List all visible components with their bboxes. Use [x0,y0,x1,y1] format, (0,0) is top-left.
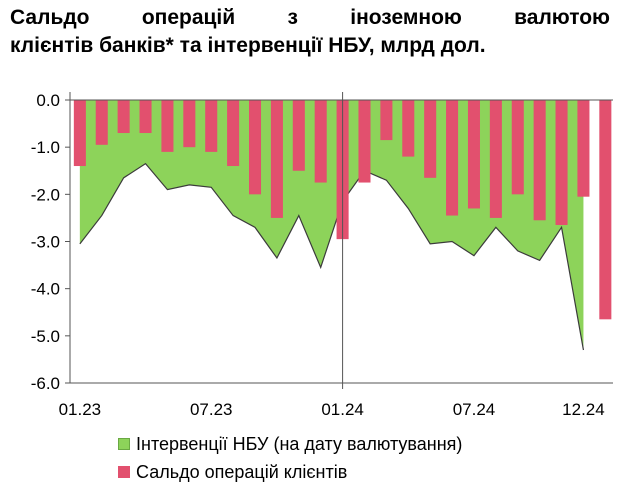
client-balance-bar [511,100,524,195]
interventions-area-fill [79,100,584,350]
client-balance-bar [402,100,415,157]
client-balance-bar [205,100,218,152]
chart-title-line-2: клієнтів банків* та інтервенції НБУ, млр… [10,34,486,57]
interventions-area-outline [79,162,585,351]
client-balance-bar [292,100,305,171]
client-balance-bar [533,100,546,221]
client-balance-bar [380,100,393,141]
client-balance-bar [489,100,502,218]
y-tick-label: -2.0 [31,185,60,204]
chart-grid [65,99,70,384]
client-balance-bar [577,100,590,197]
client-balance-bar [227,100,240,167]
client-balance-bar [358,100,371,183]
y-tick-label: -6.0 [31,374,60,393]
y-tick-label: -5.0 [31,327,60,346]
client-balance-bar [424,100,437,178]
legend: Інтервенції НБУ (на дату валютування) Са… [118,430,462,486]
x-tick-label: 07.24 [453,400,496,419]
chart-axes [69,92,613,389]
y-tick-label: -3.0 [31,233,60,252]
client-balance-bar [73,100,86,167]
client-balance-bar [95,100,108,145]
y-axis-labels: 0.0 -1.0 -2.0 -3.0 -4.0 -5.0 -6.0 [31,91,60,393]
client-balance-bars [73,100,612,320]
client-balance-bar [467,100,480,209]
y-tick-label: -1.0 [31,138,60,157]
x-tick-label: 01.23 [59,400,102,419]
client-balance-bar [270,100,283,218]
client-balance-bar [139,100,152,134]
legend-label-clients: Сальдо операцій клієнтів [136,462,348,482]
client-balance-bar [599,100,612,320]
y-tick-label: -4.0 [31,280,60,299]
client-balance-bar [314,100,327,183]
client-balance-bar [555,100,568,225]
chart-title: Сальдо операцій з іноземною валютою кліє… [10,4,610,60]
x-tick-label: 07.23 [190,400,233,419]
legend-item-interventions: Інтервенції НБУ (на дату валютування) [118,430,462,458]
legend-swatch-clients [118,466,130,478]
y-tick-label: 0.0 [36,91,60,110]
client-balance-bar [161,100,174,152]
legend-label-interventions: Інтервенції НБУ (на дату валютування) [136,434,463,454]
client-balance-bar [183,100,196,148]
x-tick-label: 01.24 [321,400,364,419]
interventions-area [79,100,585,351]
client-balance-bar [117,100,130,134]
client-balance-bar [446,100,459,216]
chart-title-line-1: Сальдо операцій з іноземною валютою [10,6,610,29]
x-axis-labels: 01.23 07.23 01.24 07.24 12.24 [59,400,605,419]
x-tick-label: 12.24 [562,400,605,419]
client-balance-bar [248,100,262,195]
legend-swatch-interventions [118,438,130,450]
legend-item-clients: Сальдо операцій клієнтів [118,458,462,486]
